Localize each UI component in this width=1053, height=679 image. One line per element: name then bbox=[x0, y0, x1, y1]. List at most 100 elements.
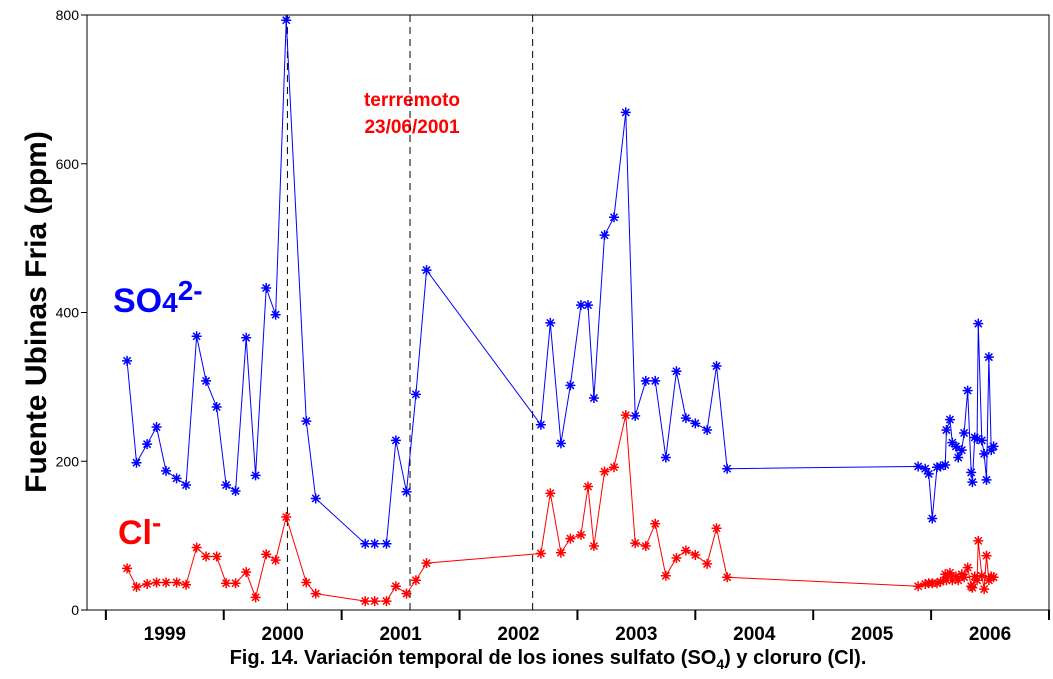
marker bbox=[250, 470, 261, 481]
marker bbox=[950, 571, 961, 582]
marker bbox=[583, 300, 594, 311]
marker bbox=[201, 551, 212, 562]
marker bbox=[702, 425, 713, 436]
marker bbox=[913, 461, 924, 472]
marker bbox=[201, 375, 212, 386]
marker bbox=[421, 265, 432, 276]
y-tick-label: 600 bbox=[56, 156, 80, 172]
marker bbox=[944, 414, 955, 425]
marker bbox=[967, 477, 978, 488]
label-sup: 2- bbox=[178, 275, 203, 306]
annotation: terrremoto bbox=[364, 90, 460, 111]
marker bbox=[171, 473, 182, 484]
marker bbox=[947, 437, 958, 448]
marker bbox=[142, 439, 153, 450]
marker bbox=[181, 480, 192, 491]
marker bbox=[410, 575, 421, 586]
marker bbox=[545, 488, 556, 499]
marker bbox=[191, 542, 202, 553]
marker bbox=[988, 572, 999, 583]
marker bbox=[962, 562, 973, 573]
marker bbox=[301, 577, 312, 588]
marker bbox=[381, 596, 392, 607]
marker bbox=[535, 419, 546, 430]
marker bbox=[979, 448, 990, 459]
marker bbox=[270, 555, 281, 566]
marker bbox=[976, 435, 987, 446]
marker bbox=[608, 212, 619, 223]
marker bbox=[941, 425, 952, 436]
y-tick-label: 400 bbox=[56, 305, 80, 321]
label-part: Cl bbox=[118, 514, 152, 552]
marker bbox=[241, 332, 252, 343]
marker bbox=[962, 385, 973, 396]
marker bbox=[940, 459, 951, 470]
marker bbox=[588, 393, 599, 404]
marker bbox=[620, 107, 631, 118]
marker bbox=[241, 567, 252, 578]
marker bbox=[250, 592, 261, 603]
series-label: Cl- bbox=[118, 507, 161, 552]
marker bbox=[588, 541, 599, 552]
marker bbox=[986, 445, 997, 456]
marker bbox=[555, 547, 566, 558]
marker bbox=[171, 577, 182, 588]
series-label: SO42- bbox=[113, 275, 203, 320]
marker bbox=[583, 481, 594, 492]
marker bbox=[620, 410, 631, 421]
marker bbox=[941, 575, 952, 586]
marker bbox=[310, 588, 321, 599]
x-tick-label: 2002 bbox=[497, 624, 539, 645]
annotation: 23/06/2001 bbox=[364, 117, 460, 138]
marker bbox=[575, 300, 586, 311]
marker bbox=[211, 401, 222, 412]
marker bbox=[390, 435, 401, 446]
marker bbox=[969, 571, 980, 582]
marker bbox=[972, 433, 983, 444]
marker bbox=[630, 410, 641, 421]
marker bbox=[947, 575, 958, 586]
marker bbox=[680, 413, 691, 424]
x-tick-label: 2003 bbox=[615, 624, 657, 645]
marker bbox=[650, 375, 661, 386]
y-tick-label: 800 bbox=[56, 7, 80, 23]
marker bbox=[976, 570, 987, 581]
marker bbox=[281, 15, 292, 26]
x-tick-label: 2004 bbox=[733, 624, 776, 645]
marker bbox=[555, 438, 566, 449]
marker bbox=[988, 441, 999, 452]
marker bbox=[722, 572, 733, 583]
marker bbox=[270, 309, 281, 320]
marker bbox=[690, 549, 701, 560]
marker bbox=[608, 462, 619, 473]
marker bbox=[950, 441, 961, 452]
marker bbox=[545, 317, 556, 328]
marker bbox=[261, 549, 272, 560]
marker bbox=[599, 230, 610, 241]
marker bbox=[973, 535, 984, 546]
y-tick-label: 200 bbox=[56, 453, 80, 469]
marker bbox=[981, 474, 992, 485]
marker bbox=[979, 584, 990, 595]
marker bbox=[973, 318, 984, 329]
marker bbox=[640, 375, 651, 386]
marker bbox=[261, 282, 272, 293]
marker bbox=[360, 538, 371, 549]
marker bbox=[410, 389, 421, 400]
marker bbox=[935, 576, 946, 587]
marker bbox=[966, 467, 977, 478]
marker bbox=[565, 380, 576, 391]
marker bbox=[565, 533, 576, 544]
marker bbox=[151, 422, 162, 433]
marker bbox=[310, 493, 321, 504]
marker bbox=[944, 567, 955, 578]
marker bbox=[381, 538, 392, 549]
marker bbox=[660, 570, 671, 581]
marker bbox=[932, 578, 943, 589]
x-tick-label: 2001 bbox=[379, 624, 422, 645]
marker bbox=[702, 558, 713, 569]
marker bbox=[913, 581, 924, 592]
marker bbox=[599, 466, 610, 477]
label-part: SO bbox=[113, 282, 162, 320]
marker bbox=[160, 465, 171, 476]
